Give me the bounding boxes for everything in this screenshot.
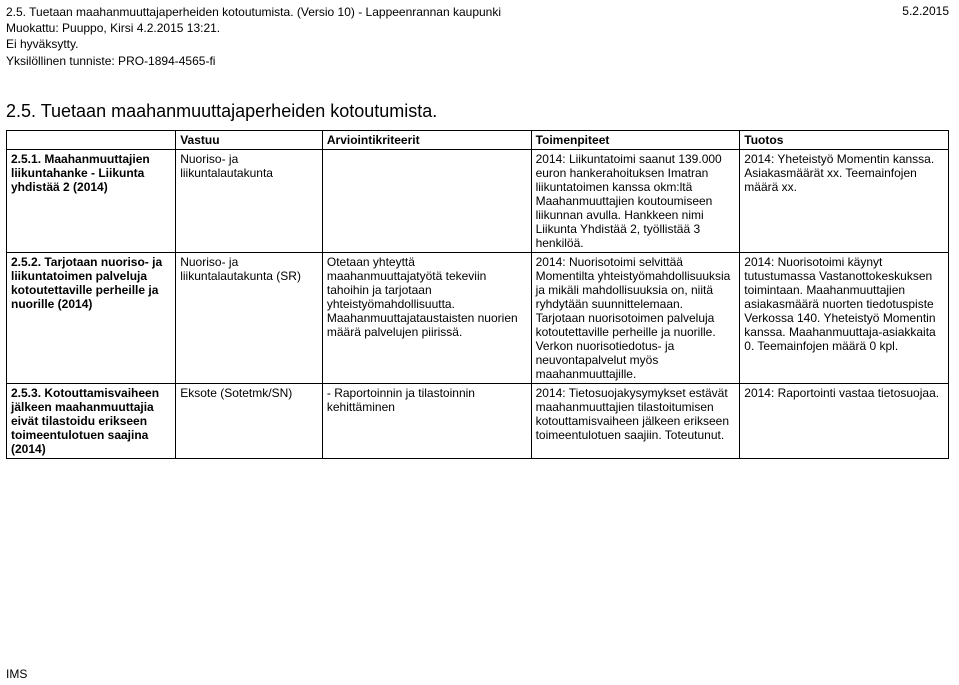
cell-tuotos: 2014: Yheteistyö Momentin kanssa. Asiaka… [740, 149, 949, 252]
header-left-block: 2.5. Tuetaan maahanmuuttajaperheiden kot… [6, 4, 501, 69]
table-header-row: Vastuu Arviointikriteerit Toimenpiteet T… [7, 130, 949, 149]
cell-vastuu: Nuoriso- ja liikuntalautakunta [176, 149, 323, 252]
col-header-empty [7, 130, 176, 149]
cell-vastuu: Eksote (Sotetmk/SN) [176, 383, 323, 458]
cell-toimenpiteet: 2014: Tietosuojakysymykset estävät maaha… [531, 383, 740, 458]
col-header-tuotos: Tuotos [740, 130, 949, 149]
cell-tuotos: 2014: Raportointi vastaa tietosuojaa. [740, 383, 949, 458]
row-label: 2.5.2. Tarjotaan nuoriso- ja liikuntatoi… [7, 252, 176, 383]
footer-text: IMS [6, 667, 27, 681]
row-label: 2.5.1. Maahanmuuttajien liikuntahanke - … [7, 149, 176, 252]
cell-toimenpiteet: 2014: Liikuntatoimi saanut 139.000 euron… [531, 149, 740, 252]
page-header: 2.5. Tuetaan maahanmuuttajaperheiden kot… [6, 4, 949, 69]
header-line1: 2.5. Tuetaan maahanmuuttajaperheiden kot… [6, 4, 501, 20]
header-line2: Muokattu: Puuppo, Kirsi 4.2.2015 13:21. [6, 20, 501, 36]
header-line4: Yksilöllinen tunniste: PRO-1894-4565-fi [6, 53, 501, 69]
table-row: 2.5.3. Kotouttamisvaiheen jälkeen maahan… [7, 383, 949, 458]
document-page: 2.5. Tuetaan maahanmuuttajaperheiden kot… [0, 0, 959, 685]
col-header-arviointi: Arviointikriteerit [322, 130, 531, 149]
col-header-vastuu: Vastuu [176, 130, 323, 149]
table-row: 2.5.2. Tarjotaan nuoriso- ja liikuntatoi… [7, 252, 949, 383]
section-title: 2.5. Tuetaan maahanmuuttajaperheiden kot… [6, 101, 949, 122]
header-line3: Ei hyväksytty. [6, 36, 501, 52]
cell-tuotos: 2014: Nuorisotoimi käynyt tutustumassa V… [740, 252, 949, 383]
header-date: 5.2.2015 [902, 4, 949, 18]
row-label: 2.5.3. Kotouttamisvaiheen jälkeen maahan… [7, 383, 176, 458]
data-table: Vastuu Arviointikriteerit Toimenpiteet T… [6, 130, 949, 459]
cell-vastuu: Nuoriso- ja liikuntalautakunta (SR) [176, 252, 323, 383]
col-header-toimenpiteet: Toimenpiteet [531, 130, 740, 149]
cell-arviointi: Otetaan yhteyttä maahanmuuttajatyötä tek… [322, 252, 531, 383]
table-row: 2.5.1. Maahanmuuttajien liikuntahanke - … [7, 149, 949, 252]
cell-toimenpiteet: 2014: Nuorisotoimi selvittää Momentilta … [531, 252, 740, 383]
cell-arviointi: - Raportoinnin ja tilastoinnin kehittämi… [322, 383, 531, 458]
cell-arviointi [322, 149, 531, 252]
